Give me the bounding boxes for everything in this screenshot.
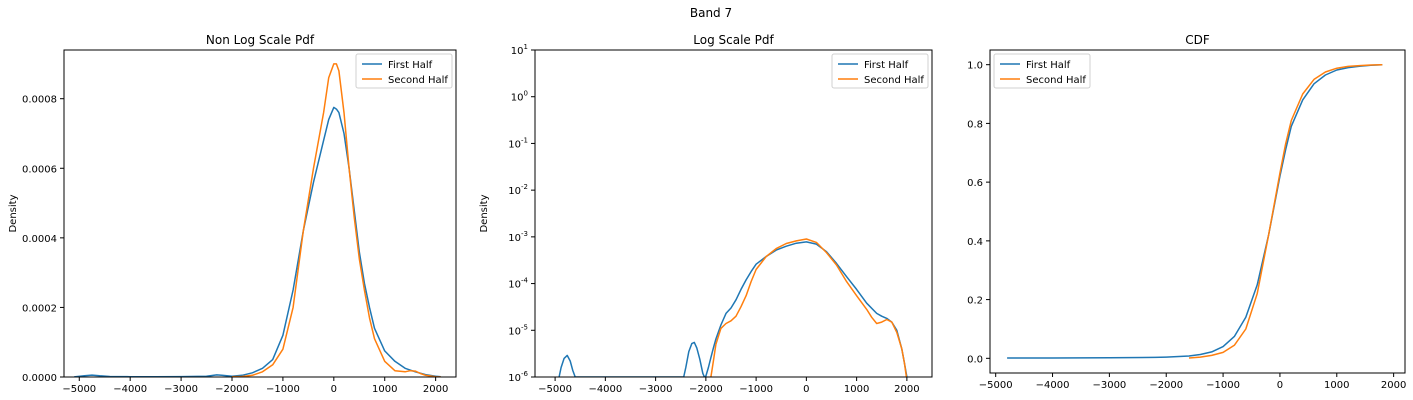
y-tick-base: 10 xyxy=(508,233,521,244)
y-tick-label: 10-6 xyxy=(508,370,528,384)
y-tick-label: 10-4 xyxy=(508,277,528,291)
legend: First Half Second Half xyxy=(831,53,929,89)
y-tick-label: 100 xyxy=(511,90,528,104)
x-tick-label: 2000 xyxy=(423,384,448,395)
legend-label: Second Half xyxy=(1026,75,1086,86)
legend-label: First Half xyxy=(388,60,433,71)
y-tick-label: 10-3 xyxy=(508,230,528,244)
x-tick-label: −1000 xyxy=(739,384,773,395)
y-tick-base: 10 xyxy=(511,93,524,104)
y-tick-base: 10 xyxy=(508,326,521,337)
y-tick-exponent: -5 xyxy=(521,323,528,331)
y-tick-label: 101 xyxy=(511,43,528,57)
chart-title: CDF xyxy=(1185,33,1210,47)
x-tick-label: −2000 xyxy=(689,384,723,395)
y-tick-label: 0.2 xyxy=(967,296,983,307)
y-tick-label: 0.0002 xyxy=(22,303,57,314)
x-tick-label: −4000 xyxy=(588,384,622,395)
series-line-first-half xyxy=(558,241,908,377)
y-tick-label: 0.0004 xyxy=(22,234,57,245)
plot-area xyxy=(1007,63,1383,359)
legend: First Half Second Half xyxy=(355,53,453,89)
series-line-second-half xyxy=(1188,63,1383,359)
legend-label: First Half xyxy=(1026,60,1071,71)
y-tick-base: 10 xyxy=(508,186,521,197)
figure-suptitle: Band 7 xyxy=(690,6,732,20)
chart-title: Log Scale Pdf xyxy=(693,33,774,47)
series-line-first-half xyxy=(1007,63,1383,359)
axes-frame xyxy=(63,49,457,378)
y-tick-label: 0.0006 xyxy=(22,164,57,175)
x-tick-label: −2000 xyxy=(1149,380,1183,391)
x-tick-label: −3000 xyxy=(1092,380,1126,391)
x-tick-label: −3000 xyxy=(639,384,673,395)
chart-panel-3: −5000 −4000 −3000 −2000 −1000 0 1000 2000 0.0 0.2… xyxy=(967,33,1406,391)
y-tick-label: 0.4 xyxy=(967,237,983,248)
y-tick-exponent: 0 xyxy=(524,90,528,98)
x-tick-label: 1000 xyxy=(372,384,397,395)
x-tick-label: −4000 xyxy=(113,384,147,395)
axes-frame xyxy=(989,49,1406,374)
y-tick-label: 0.0 xyxy=(967,354,983,365)
plot-area xyxy=(74,63,441,377)
y-tick-exponent: -1 xyxy=(521,136,528,144)
plot-area xyxy=(558,238,908,377)
y-tick-label: 10-5 xyxy=(508,323,528,337)
y-tick-base: 10 xyxy=(511,46,524,57)
y-tick-base: 10 xyxy=(508,373,521,384)
y-tick-exponent: -6 xyxy=(521,370,529,378)
y-tick-label: 0.8 xyxy=(967,119,983,130)
x-tick-label: −3000 xyxy=(164,384,198,395)
y-tick-exponent: -4 xyxy=(521,277,529,285)
y-tick-label: 1.0 xyxy=(967,61,983,72)
chart-title: Non Log Scale Pdf xyxy=(206,33,315,47)
y-tick-base: 10 xyxy=(508,139,521,150)
y-tick-label: 0.0008 xyxy=(22,95,57,106)
x-tick-label: 1000 xyxy=(1324,380,1349,391)
x-tick-label: 0 xyxy=(1277,380,1283,391)
y-tick-label: 10-2 xyxy=(508,183,528,197)
chart-panels: −5000 −4000 −3000 −2000 −1000 0 1000 20000.0000… xyxy=(8,33,1406,395)
y-tick-exponent: -3 xyxy=(521,230,528,238)
axes-frame xyxy=(534,49,933,378)
x-tick-label: 0 xyxy=(803,384,809,395)
legend-label: First Half xyxy=(864,60,909,71)
x-tick-label: 1000 xyxy=(844,384,869,395)
y-tick-label: 0.6 xyxy=(967,178,983,189)
x-tick-label: 2000 xyxy=(894,384,919,395)
x-tick-label: −4000 xyxy=(1036,380,1070,391)
y-tick-exponent: 1 xyxy=(524,43,528,51)
series-line-second-half xyxy=(231,63,441,377)
y-tick-label: 10-1 xyxy=(508,136,528,150)
series-line-second-half xyxy=(710,238,908,377)
x-tick-label: −2000 xyxy=(215,384,249,395)
chart-panel-1: −5000 −4000 −3000 −2000 −1000 0 1000 2000 0.0000… xyxy=(8,33,457,395)
legend-label: Second Half xyxy=(388,75,448,86)
x-tick-label: −5000 xyxy=(979,380,1013,391)
series-line-first-half xyxy=(74,106,441,377)
x-tick-label: −1000 xyxy=(266,384,300,395)
x-tick-label: 2000 xyxy=(1381,380,1406,391)
x-tick-label: 0 xyxy=(331,384,337,395)
legend-label: Second Half xyxy=(864,75,924,86)
chart-panel-2: −5000 −4000 −3000 −2000 −1000 0 1000 200010-610… xyxy=(479,33,933,395)
y-tick-base: 10 xyxy=(508,280,521,291)
y-tick-exponent: -2 xyxy=(521,183,528,191)
y-tick-label: 0.0000 xyxy=(22,373,57,384)
x-tick-label: −5000 xyxy=(62,384,96,395)
y-axis-label: Density xyxy=(8,194,19,232)
y-axis-label: Density xyxy=(479,194,490,232)
x-tick-label: −5000 xyxy=(538,384,572,395)
x-tick-label: −1000 xyxy=(1206,380,1240,391)
legend: First Half Second Half xyxy=(993,53,1091,89)
